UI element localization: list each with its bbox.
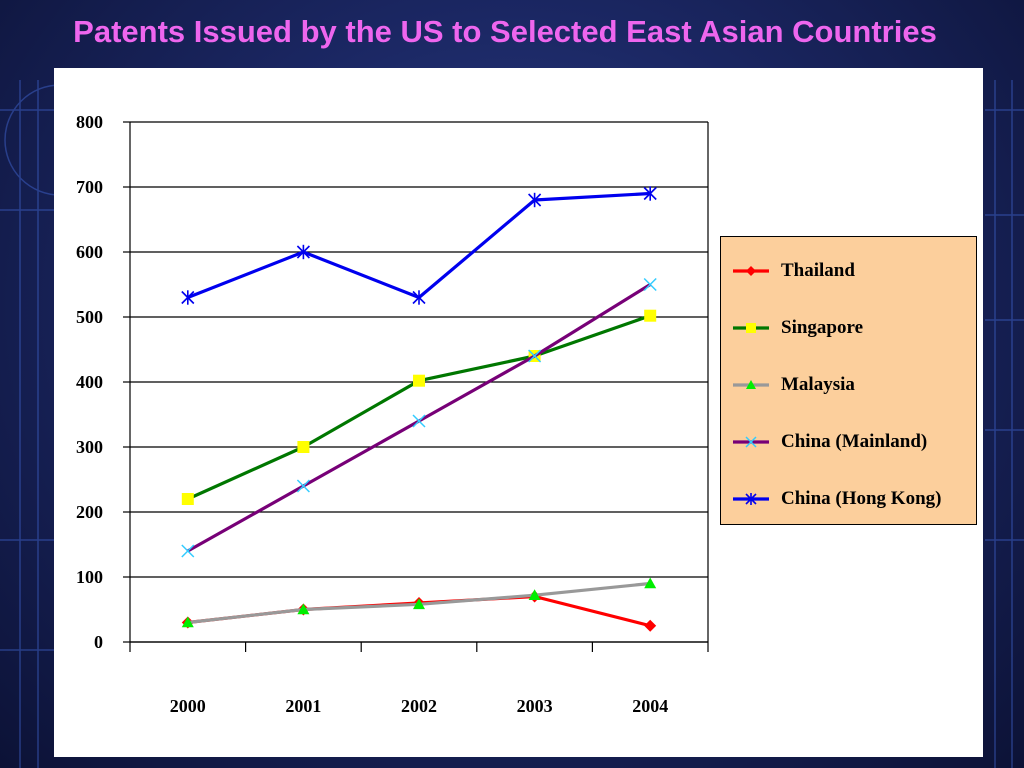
chart-panel: 0 100 200 300 400 500 600 700 800 2000 2001 2002 20… (54, 68, 983, 757)
series-line (187, 314, 651, 501)
legend-label: Malaysia (781, 374, 855, 395)
legend-label: Singapore (781, 317, 864, 338)
y-tick-label: 200 (76, 502, 103, 522)
data-point (297, 603, 310, 615)
series-china-mainland (181, 277, 657, 558)
y-tick-label: 800 (76, 112, 103, 132)
slide-title: Patents Issued by the US to Selected Eas… (73, 14, 937, 49)
x-tick-label: 2001 (285, 696, 321, 716)
y-tick-label: 500 (76, 307, 103, 327)
legend-label: China (Hong Kong) (781, 488, 942, 509)
legend-swatch (733, 323, 769, 333)
data-point (297, 441, 310, 453)
data-point (181, 290, 195, 305)
series-line (187, 283, 652, 553)
data-point (643, 277, 657, 292)
data-point (643, 186, 657, 201)
legend-swatch (733, 380, 769, 389)
data-point (528, 589, 541, 600)
legend-item-singapore: Singapore (731, 316, 863, 340)
legend-item-malaysia: Malaysia (731, 373, 855, 397)
data-point (745, 493, 757, 505)
data-point (181, 493, 194, 505)
data-point (528, 192, 542, 208)
legend-item-china-mainland: China (Mainland) (731, 430, 927, 454)
data-point (746, 266, 756, 276)
series-malaysia (181, 577, 657, 628)
y-tick-label: 100 (76, 567, 103, 587)
legend-item-china-hong-kong: China (Hong Kong) (731, 487, 941, 511)
data-point (181, 544, 195, 558)
data-point (412, 414, 426, 428)
data-point (746, 380, 756, 389)
chart-legend: Thailand Singapore Malaysia China (Mainl… (720, 236, 977, 525)
series-lines (181, 186, 657, 632)
data-point (413, 374, 425, 387)
x-tick-label: 2003 (517, 696, 553, 716)
data-point (296, 479, 310, 493)
data-point (644, 577, 657, 589)
legend-swatch (733, 436, 769, 448)
y-tick-label: 0 (94, 632, 103, 652)
data-point (745, 436, 757, 448)
legend-label: China (Mainland) (781, 431, 928, 452)
data-point (412, 290, 426, 305)
data-point (296, 244, 310, 260)
data-point (181, 616, 194, 628)
legend-item-thailand: Thailand (731, 259, 855, 283)
y-tick-label: 600 (76, 242, 103, 262)
legend-label: Thailand (781, 260, 855, 281)
y-tick-label: 300 (76, 437, 103, 457)
y-tick-label: 400 (76, 372, 103, 392)
legend-swatch (733, 493, 769, 505)
y-tick-label: 700 (76, 177, 103, 197)
data-point (746, 323, 756, 333)
data-point (528, 349, 542, 363)
x-tick-label: 2004 (632, 696, 668, 716)
series-china-hong-kong (181, 186, 657, 305)
series-singapore (181, 309, 657, 505)
data-point (413, 598, 425, 610)
x-tick-label: 2002 (401, 696, 437, 716)
series-thailand (181, 590, 657, 632)
data-point (644, 309, 657, 322)
y-axis-ticks: 0 100 200 300 400 500 600 700 800 (76, 112, 130, 652)
data-point (644, 619, 657, 632)
x-tick-label: 2000 (170, 696, 206, 716)
series-line (187, 191, 651, 300)
x-axis-ticks: 2000 2001 2002 2003 2004 (129, 642, 709, 716)
legend-swatch (733, 266, 769, 276)
